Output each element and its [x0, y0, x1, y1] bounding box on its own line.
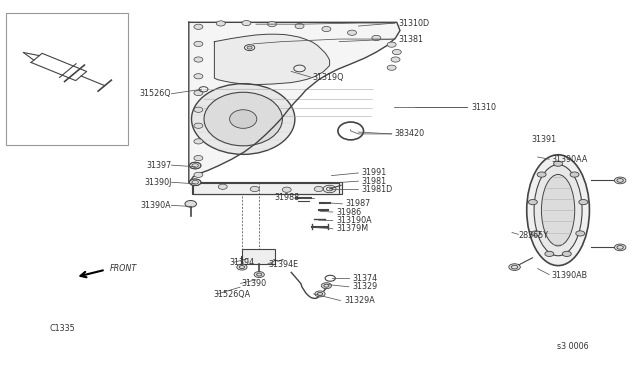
Circle shape: [570, 172, 579, 177]
Circle shape: [189, 162, 201, 169]
Circle shape: [617, 246, 623, 249]
Bar: [6, 13, 128, 145]
Ellipse shape: [191, 84, 295, 154]
Text: 31390A: 31390A: [141, 201, 172, 210]
Text: 31390AA: 31390AA: [552, 155, 588, 164]
Circle shape: [239, 266, 244, 269]
Text: 31526Q: 31526Q: [140, 89, 172, 98]
Circle shape: [294, 65, 305, 72]
Circle shape: [185, 201, 196, 207]
Text: 31390J: 31390J: [144, 178, 172, 187]
Circle shape: [194, 155, 203, 161]
Ellipse shape: [230, 110, 257, 128]
Polygon shape: [214, 34, 330, 84]
Ellipse shape: [527, 155, 589, 266]
Text: 31391: 31391: [531, 135, 556, 144]
Circle shape: [282, 187, 291, 192]
Circle shape: [576, 231, 585, 236]
Polygon shape: [189, 22, 400, 183]
Circle shape: [509, 264, 520, 270]
Circle shape: [579, 199, 588, 205]
Circle shape: [563, 251, 572, 256]
Text: 383420: 383420: [395, 129, 425, 138]
Text: 31991: 31991: [362, 169, 387, 177]
Circle shape: [511, 265, 518, 269]
Circle shape: [242, 20, 251, 26]
Text: 31526QA: 31526QA: [213, 290, 250, 299]
Circle shape: [247, 46, 252, 49]
Circle shape: [194, 139, 203, 144]
Circle shape: [314, 186, 323, 192]
Circle shape: [194, 172, 203, 177]
Text: 313190A: 313190A: [336, 216, 372, 225]
Circle shape: [392, 49, 401, 55]
Circle shape: [529, 199, 538, 205]
Text: 31981: 31981: [362, 177, 387, 186]
Text: 31394: 31394: [229, 258, 254, 267]
Text: 31374: 31374: [352, 274, 377, 283]
Circle shape: [315, 291, 325, 297]
Text: 31397: 31397: [147, 161, 172, 170]
Circle shape: [317, 292, 323, 295]
Circle shape: [194, 41, 203, 46]
Circle shape: [216, 21, 225, 26]
Text: 31381: 31381: [398, 35, 423, 44]
Circle shape: [194, 107, 203, 112]
Text: 31390: 31390: [242, 279, 267, 288]
Text: 31394E: 31394E: [269, 260, 299, 269]
Text: 31310D: 31310D: [398, 19, 429, 28]
Text: 31987: 31987: [346, 199, 371, 208]
Text: C1335: C1335: [50, 324, 76, 333]
Circle shape: [194, 123, 203, 128]
Circle shape: [348, 30, 356, 35]
Circle shape: [614, 177, 626, 184]
Polygon shape: [193, 183, 339, 194]
Circle shape: [189, 179, 201, 186]
Text: 31379M: 31379M: [336, 224, 368, 233]
Circle shape: [531, 231, 540, 236]
Circle shape: [254, 272, 264, 278]
Circle shape: [324, 284, 329, 287]
Ellipse shape: [204, 92, 282, 146]
Circle shape: [372, 35, 381, 41]
Polygon shape: [192, 182, 342, 194]
Circle shape: [194, 57, 203, 62]
Text: s3 0006: s3 0006: [557, 342, 588, 351]
Circle shape: [387, 42, 396, 47]
Ellipse shape: [534, 165, 582, 256]
Text: 31319Q: 31319Q: [312, 73, 344, 81]
Circle shape: [194, 24, 203, 29]
Text: 31390AB: 31390AB: [552, 271, 588, 280]
Circle shape: [194, 74, 203, 79]
Text: 28365Y: 28365Y: [518, 231, 548, 240]
Circle shape: [295, 23, 304, 29]
Circle shape: [194, 90, 203, 96]
Text: 31986: 31986: [336, 208, 361, 217]
Circle shape: [322, 26, 331, 32]
Circle shape: [268, 22, 276, 27]
Circle shape: [614, 244, 626, 251]
Circle shape: [244, 45, 255, 51]
Text: 31310: 31310: [471, 103, 496, 112]
Bar: [242, 249, 275, 264]
Text: 31329A: 31329A: [344, 296, 375, 305]
Circle shape: [218, 184, 227, 189]
Text: 31329: 31329: [352, 282, 377, 291]
Text: FRONT: FRONT: [110, 264, 138, 273]
Circle shape: [321, 283, 332, 289]
Circle shape: [537, 172, 546, 177]
Circle shape: [237, 264, 247, 270]
Circle shape: [391, 57, 400, 62]
Circle shape: [554, 161, 563, 166]
Circle shape: [257, 273, 262, 276]
Circle shape: [387, 65, 396, 70]
Circle shape: [545, 251, 554, 256]
Text: 31981D: 31981D: [362, 185, 393, 194]
Circle shape: [617, 179, 623, 182]
Text: 31988: 31988: [275, 193, 300, 202]
Circle shape: [250, 186, 259, 192]
Ellipse shape: [541, 174, 575, 246]
